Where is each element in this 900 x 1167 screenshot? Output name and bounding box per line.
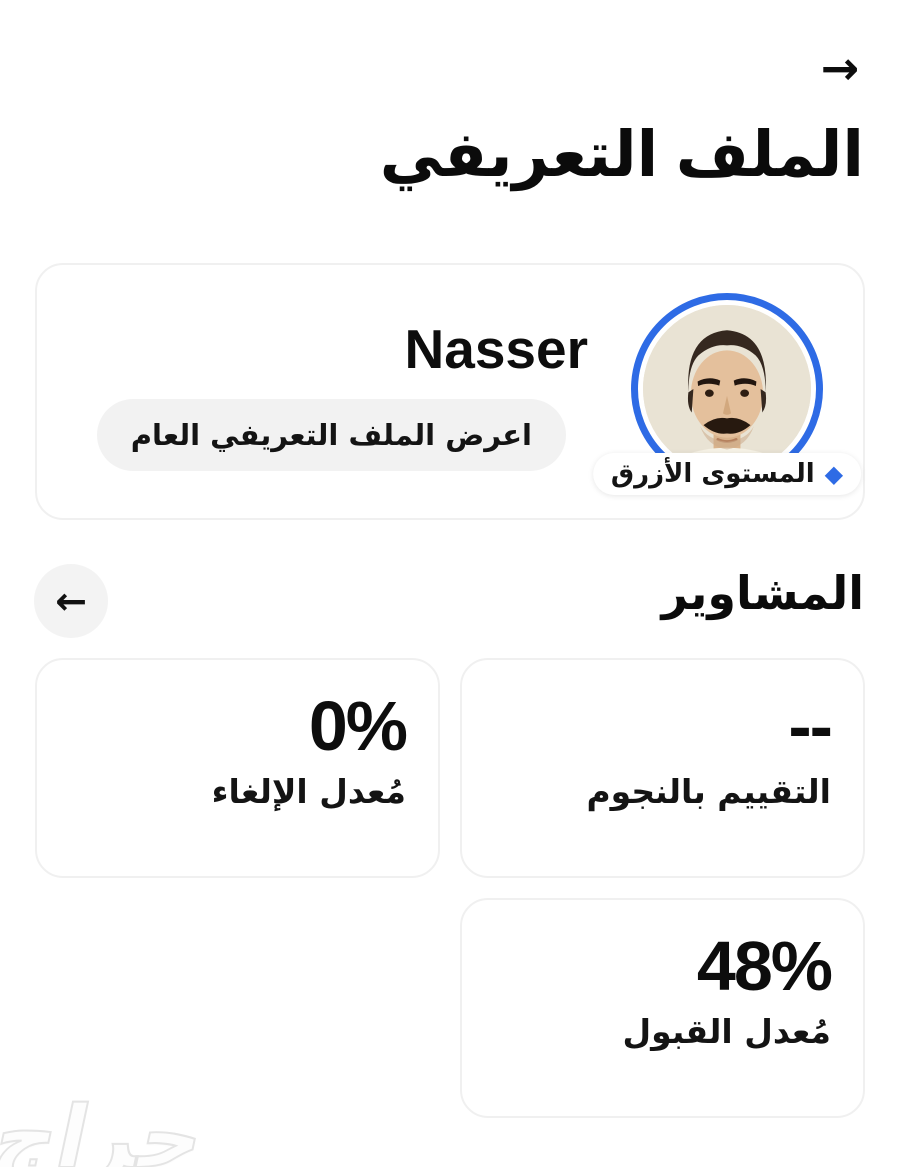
back-arrow-icon: → (820, 41, 860, 95)
avatar-photo (643, 305, 811, 473)
stat-label: مُعدل القبول (622, 1012, 832, 1051)
profile-card: ◆ المستوى الأزرق Nasser اعرض الملف التعر… (35, 263, 865, 520)
stat-value: 0% (308, 687, 408, 765)
page-title: الملف التعريفي (379, 120, 865, 190)
stat-card-star-rating: -- التقييم بالنجوم (460, 658, 865, 878)
stat-card-acceptance-rate: 48% مُعدل القبول (460, 898, 865, 1118)
stat-card-cancellation-rate: 0% مُعدل الإلغاء (35, 658, 440, 878)
profile-name: Nasser (404, 318, 588, 380)
stat-label: مُعدل الإلغاء (211, 772, 406, 811)
section-back-button[interactable]: ← (34, 564, 108, 638)
section-title-trips: المشاوير (661, 566, 864, 620)
view-public-profile-button[interactable]: اعرض الملف التعريفي العام (96, 399, 566, 471)
level-badge: ◆ المستوى الأزرق (592, 453, 862, 495)
diamond-icon: ◆ (824, 460, 844, 488)
back-button[interactable]: → (810, 38, 870, 98)
stat-value: 48% (696, 927, 833, 1005)
stat-label: التقييم بالنجوم (586, 772, 831, 811)
left-arrow-icon: ← (55, 579, 87, 623)
level-badge-label: المستوى الأزرق (610, 459, 815, 489)
avatar: ◆ المستوى الأزرق (592, 293, 862, 495)
stat-value: -- (788, 687, 833, 765)
